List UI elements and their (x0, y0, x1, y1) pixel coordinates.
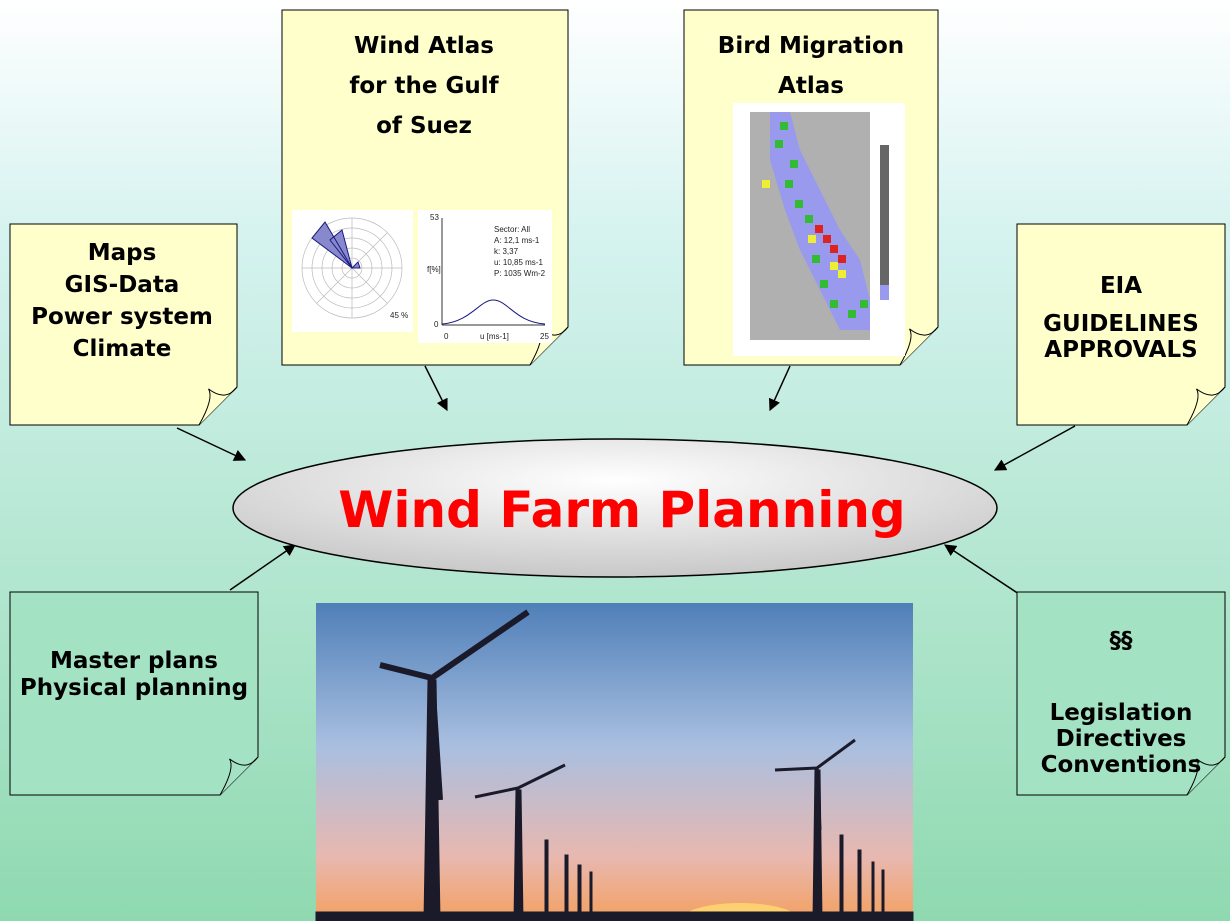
note-line: of Suez (376, 113, 472, 139)
note-line: Master plans (50, 648, 218, 674)
note-line: GUIDELINES (1043, 311, 1199, 337)
stat-line: u: 10,85 ms-1 (494, 258, 543, 267)
y-min: 0 (434, 320, 439, 329)
note-line: Climate (73, 336, 172, 362)
diagram: Maps GIS-Data Power system Climate Wind Atla… (0, 0, 1230, 921)
note-line: Power system (31, 304, 213, 330)
x-axis-label: u [ms-1] (480, 332, 509, 341)
note-line: §§ (1110, 628, 1134, 654)
note-line: Maps (88, 240, 157, 266)
bird-map (733, 103, 905, 356)
wind-atlas-chart: 45 % 53 f[%] 0 0 u [ms-1] 25 Sector: All… (292, 210, 552, 343)
note-line: EIA (1100, 273, 1142, 299)
y-max: 53 (430, 213, 439, 222)
note-line: Conventions (1041, 752, 1202, 778)
note-line: Wind Atlas (354, 33, 494, 59)
stat-line: P: 1035 Wm-2 (494, 269, 546, 278)
polar-label: 45 % (390, 311, 408, 320)
note-line: Atlas (778, 73, 844, 99)
stat-line: Sector: All (494, 225, 530, 234)
note-line: Legislation (1050, 700, 1193, 726)
center-label: Wind Farm Planning (338, 481, 905, 539)
stat-line: A: 12,1 ms-1 (494, 236, 540, 245)
wind-turbine-photo (316, 603, 913, 921)
note-line: for the Gulf (349, 73, 499, 99)
note-line: APPROVALS (1044, 337, 1197, 363)
note-line: GIS-Data (65, 272, 180, 298)
note-line: Directives (1056, 726, 1187, 752)
note-line: Physical planning (20, 675, 248, 701)
stat-line: k: 3,37 (494, 247, 519, 256)
y-axis-label: f[%] (427, 265, 441, 274)
x-max: 25 (540, 332, 549, 341)
x-min: 0 (444, 332, 449, 341)
page: {"center": {"label": "Wind Farm Planning… (0, 0, 1230, 921)
note-line: Bird Migration (718, 33, 904, 59)
